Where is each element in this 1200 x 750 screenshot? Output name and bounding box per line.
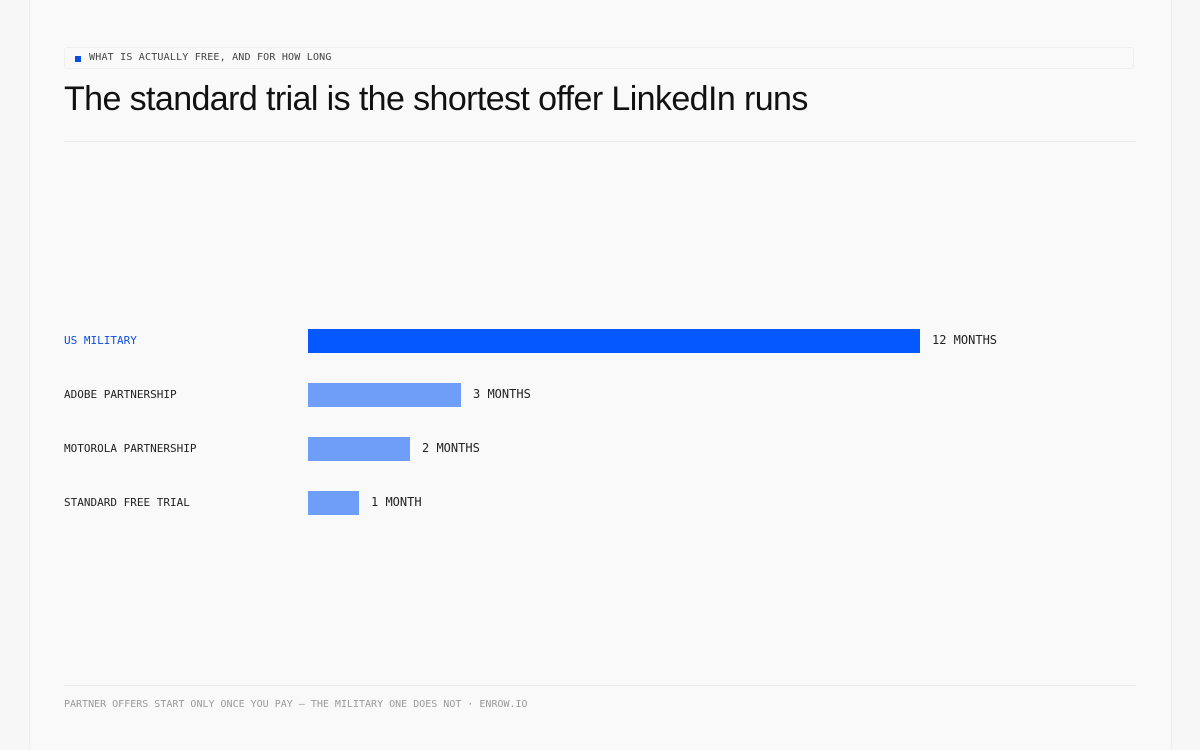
kicker-text: WHAT IS ACTUALLY FREE, AND FOR HOW LONG [89, 52, 332, 63]
category-label: ADOBE PARTNERSHIP [64, 388, 177, 401]
bar [308, 383, 461, 407]
kicker-label: WHAT IS ACTUALLY FREE, AND FOR HOW LONG [64, 47, 1134, 69]
header-divider [64, 141, 1136, 142]
bar [308, 329, 920, 353]
category-label: MOTOROLA PARTNERSHIP [64, 442, 197, 455]
value-label: 2 MONTHS [422, 441, 480, 455]
category-label: STANDARD FREE TRIAL [64, 496, 190, 509]
bar [308, 437, 410, 461]
value-label: 3 MONTHS [473, 387, 531, 401]
category-label: US MILITARY [64, 334, 137, 347]
footer-divider [64, 685, 1136, 686]
value-label: 1 MONTH [371, 495, 422, 509]
bar [308, 491, 359, 515]
value-label: 12 MONTHS [932, 333, 998, 347]
kicker-square-icon [75, 56, 81, 62]
footer-note: PARTNER OFFERS START ONLY ONCE YOU PAY —… [64, 699, 528, 710]
chart-card [29, 0, 1172, 750]
chart-title: The standard trial is the shortest offer… [64, 80, 808, 118]
